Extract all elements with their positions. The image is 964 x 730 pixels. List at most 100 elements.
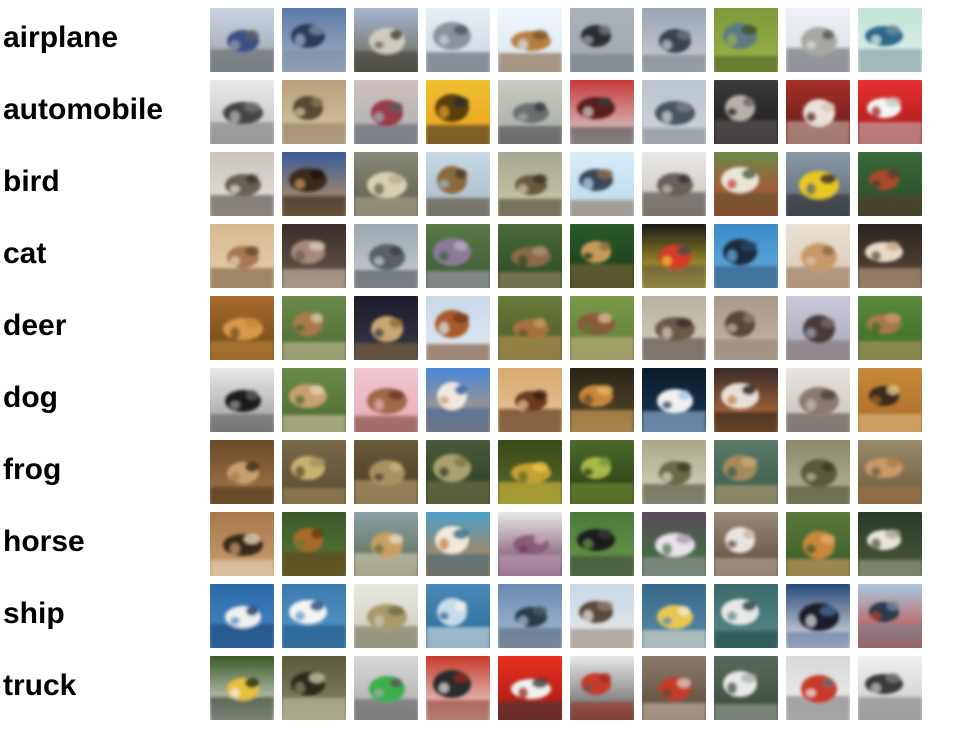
class-label: horse — [3, 525, 85, 558]
image-thumbnail-airplane-on-tarmac — [354, 8, 418, 72]
image-thumbnail-ship-at-dock — [786, 584, 850, 648]
image-thumbnail-ostrich — [282, 152, 346, 216]
image-thumbnail-tanker-truck — [354, 656, 418, 720]
image-thumbnail-red-sports-car — [858, 80, 922, 144]
class-label: cat — [3, 237, 47, 270]
image-thumbnail-motorboat — [714, 584, 778, 648]
image-thumbnail-old-car — [282, 80, 346, 144]
image-thumbnail-cat-face — [282, 224, 346, 288]
image-thumbnail-frog — [426, 440, 490, 504]
class-row-dog: dog — [0, 368, 964, 432]
image-thumbnail-small-plane-in-sky — [570, 8, 634, 72]
class-row-horse: horse — [0, 512, 964, 576]
class-label: truck — [3, 669, 77, 702]
image-thumbnail-frog-in-leaves — [498, 440, 562, 504]
image-thumbnail-silver-car — [498, 80, 562, 144]
image-thumbnail-horse-with-rider — [786, 512, 850, 576]
image-thumbnail-white-car-front — [210, 80, 274, 144]
image-thumbnail-stag — [570, 296, 634, 360]
image-thumbnail-lorry — [210, 656, 274, 720]
image-thumbnail-cat-sitting — [570, 224, 634, 288]
image-thumbnail-frog — [210, 440, 274, 504]
image-thumbnail-deer-lying — [858, 296, 922, 360]
image-thumbnail-elk — [642, 296, 706, 360]
image-thumbnail-puppy-in-grass — [282, 368, 346, 432]
class-label: ship — [3, 597, 65, 630]
image-thumbnail-white-truck — [786, 656, 850, 720]
image-thumbnail-toad — [354, 440, 418, 504]
image-thumbnail-fire-truck — [498, 656, 562, 720]
image-thumbnail-boat-at-sea — [426, 584, 490, 648]
image-thumbnail-frog — [642, 440, 706, 504]
image-thumbnail-boat-on-water — [210, 584, 274, 648]
image-thumbnail-horse-running — [282, 512, 346, 576]
image-thumbnail-ferry — [570, 584, 634, 648]
image-thumbnail-jet-in-sky — [498, 8, 562, 72]
image-thumbnail-red-truck — [570, 656, 634, 720]
image-thumbnail-airplane-on-tarmac — [786, 8, 850, 72]
image-thumbnail-horses-in-paddock — [354, 512, 418, 576]
image-thumbnail-cat-lying — [858, 224, 922, 288]
image-thumbnail-dog-side — [714, 368, 778, 432]
class-row-airplane: airplane — [0, 8, 964, 72]
image-thumbnail-deer — [282, 296, 346, 360]
image-thumbnail-puppy-sleeping — [354, 368, 418, 432]
image-thumbnail-red-truck — [426, 656, 490, 720]
class-row-automobile: automobile — [0, 80, 964, 144]
image-thumbnail-speedboat — [282, 584, 346, 648]
image-thumbnail-airplane-in-sky — [426, 8, 490, 72]
image-thumbnail-dog-dark — [570, 368, 634, 432]
image-thumbnail-cargo-ship — [858, 584, 922, 648]
image-thumbnail-cat-face — [786, 224, 850, 288]
image-thumbnail-red-coupe — [786, 80, 850, 144]
image-thumbnail-deer — [426, 296, 490, 360]
image-thumbnail-black-cat-with-parrot — [642, 224, 706, 288]
class-label: bird — [3, 165, 60, 198]
image-thumbnail-carousel-horse — [426, 512, 490, 576]
class-row-cat: cat — [0, 224, 964, 288]
image-thumbnail-car-rear — [714, 80, 778, 144]
image-thumbnail-tow-truck — [282, 656, 346, 720]
image-thumbnail-green-frog — [570, 440, 634, 504]
image-thumbnail-frog — [858, 440, 922, 504]
image-thumbnail-dog-black-white — [210, 368, 274, 432]
image-thumbnail-kitten — [210, 224, 274, 288]
image-thumbnail-horse-rider — [714, 512, 778, 576]
image-thumbnail-plane-over-field — [714, 8, 778, 72]
class-label: airplane — [3, 21, 119, 54]
image-thumbnail-cat-on-grass — [426, 224, 490, 288]
image-thumbnail-fluffy-puppy — [426, 368, 490, 432]
image-thumbnail-yellow-boat — [642, 584, 706, 648]
image-thumbnail-yellow-bird — [786, 152, 850, 216]
image-thumbnail-red-sports-car — [570, 80, 634, 144]
image-thumbnail-white-dog-dark-bg — [642, 368, 706, 432]
image-thumbnail-pekingese — [498, 368, 562, 432]
image-thumbnail-white-fluffy-dog — [786, 368, 850, 432]
image-thumbnail-bird-on-branch — [426, 152, 490, 216]
image-thumbnail-cargo-ship — [498, 584, 562, 648]
image-thumbnail-airplane-on-runway — [210, 8, 274, 72]
class-label: frog — [3, 453, 62, 486]
image-thumbnail-bird-on-wire — [570, 152, 634, 216]
image-thumbnail-deer-in-grass — [498, 296, 562, 360]
image-thumbnail-horse-head — [858, 512, 922, 576]
class-row-frog: frog — [0, 440, 964, 504]
image-thumbnail-ostrich-head — [642, 152, 706, 216]
image-thumbnail-airplane-in-sky — [858, 8, 922, 72]
image-thumbnail-cruise-ship — [354, 584, 418, 648]
image-thumbnail-horse-standing — [642, 512, 706, 576]
class-label: dog — [3, 381, 58, 414]
image-thumbnail-owl-closeup — [210, 152, 274, 216]
image-thumbnail-deer-in-woods — [210, 296, 274, 360]
image-thumbnail-cat-on-blue — [714, 224, 778, 288]
image-thumbnail-stag-night — [354, 296, 418, 360]
image-thumbnail-german-shepherd — [858, 368, 922, 432]
image-thumbnail-sparrow — [498, 152, 562, 216]
image-thumbnail-grey-cat — [354, 224, 418, 288]
image-thumbnail-elk — [786, 296, 850, 360]
image-thumbnail-black-horse-grazing — [570, 512, 634, 576]
class-label: deer — [3, 309, 67, 342]
image-thumbnail-car-in-lot — [354, 80, 418, 144]
image-thumbnail-dump-truck — [714, 656, 778, 720]
image-thumbnail-airplane-in-sky — [282, 8, 346, 72]
